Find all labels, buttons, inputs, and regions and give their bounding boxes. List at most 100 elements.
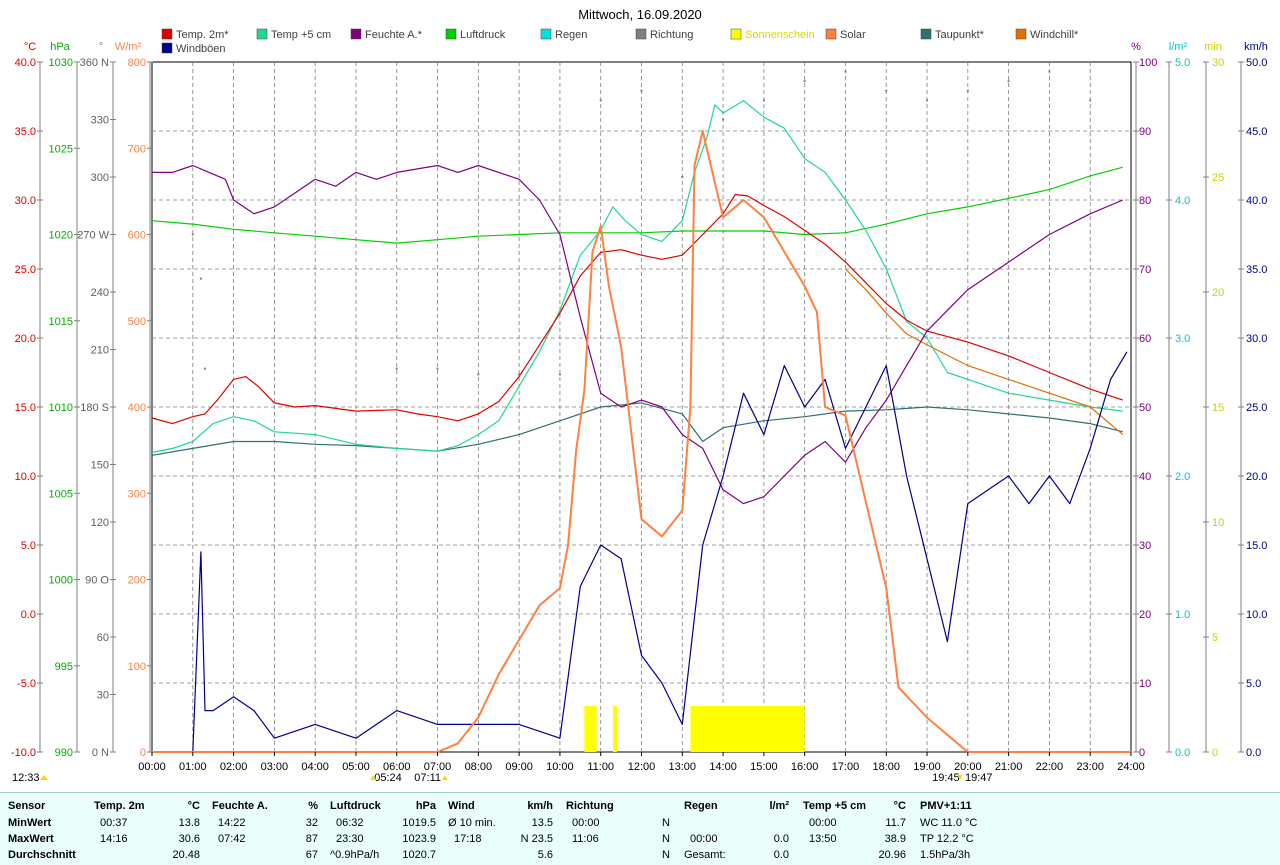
stats-value: N (662, 849, 670, 861)
stats-label: Gesamt: (684, 849, 726, 861)
axis-tick-label: -10.0 (11, 747, 36, 759)
axis-tick-label: 0 (1212, 747, 1218, 759)
stats-value: 1023.9 (402, 833, 436, 845)
axis-tick-label: 150 (91, 460, 109, 472)
axis-tick-label: 30.0 (15, 195, 36, 207)
stats-value: 38.9 (884, 833, 906, 845)
axis-direction: 360 N 330 300 270 W 240 210 180 S 150 120 90 O 60 3… (77, 57, 116, 759)
axis-tick-label: 20 (1139, 609, 1151, 621)
axis-tick-label: 995 (55, 661, 73, 673)
legend-swatch (540, 28, 552, 40)
stats-time: Ø 10 min. (448, 817, 496, 829)
legend-label: Luftdruck (460, 29, 506, 41)
series-solar-line (152, 130, 1131, 753)
axis-tick-label: 360 N (80, 57, 109, 69)
stats-time: 00:00 (572, 817, 600, 829)
stats-regen: Regen l/m² 00:00 0.0 Gesamt: 0.0 (684, 793, 789, 865)
time-tick-label: 09:00 (505, 761, 533, 773)
stats-unit: °C (187, 800, 200, 812)
axis-tick-label: 30 (1139, 540, 1151, 552)
axis-tick-label: 4.0 (1175, 195, 1190, 207)
axis-tick-label: 1020 (49, 230, 73, 242)
axis-tick-label: 300 (128, 488, 146, 500)
axis-tick-label: 700 (128, 143, 146, 155)
axis-unit-temp: °C (24, 41, 36, 53)
time-tick-label: 20:00 (954, 761, 982, 773)
legend-item: Temp. 2m* (161, 28, 229, 41)
chart-legend: Temp. 2m* Temp +5 cm Feuchte A.* Luftdruck R… (161, 28, 1079, 55)
axis-tick-label: 120 (91, 517, 109, 529)
stats-time: 00:37 (100, 817, 128, 829)
time-tick-label: 04:00 (301, 761, 329, 773)
stats-header: Regen (684, 800, 718, 812)
stats-value: 67 (305, 849, 318, 861)
axis-tick-label: 20 (1212, 287, 1224, 299)
stats-time: 14:16 (100, 833, 128, 845)
stats-unit: % (308, 800, 318, 812)
stats-time: 11:06 (572, 833, 599, 845)
axis-tick-label: 40 (1139, 471, 1151, 483)
axis-unit-wind: km/h (1244, 41, 1268, 53)
weather-chart: Mittwoch, 16.09.2020 Temp. 2m* Temp +5 cm… (11, 7, 1268, 784)
legend-item: Richtung (635, 28, 693, 41)
axis-tick-label: 1010 (49, 402, 73, 414)
legend-swatch (445, 28, 457, 40)
stats-unit: l/m² (769, 800, 789, 812)
time-tick-label: 10:00 (546, 761, 574, 773)
axis-tick-label: 400 (128, 402, 146, 414)
axis-tick-label: 270 W (77, 230, 109, 242)
direction-point (1007, 80, 1010, 83)
axis-tick-label: 10 (1139, 678, 1151, 690)
legend-item: Taupunkt* (920, 28, 985, 41)
stats-value: N (662, 817, 670, 829)
axis-tick-label: 200 (128, 575, 146, 587)
stats-value: 20.96 (878, 849, 906, 861)
axis-tick-label: 990 (55, 747, 73, 759)
axis-tick-label: 0.0 (1175, 747, 1190, 759)
axis-units: °C hPa ° W/m²% l/m² min km/h (24, 41, 1268, 53)
axis-unit-humidity: % (1131, 41, 1141, 53)
legend-item: Temp +5 cm (256, 28, 331, 41)
series-luftdruck-line (151, 166, 1123, 244)
series-taupunkt (151, 402, 1123, 456)
stats-time: 00:00 (690, 833, 718, 845)
axis-tick-label: 240 (91, 287, 109, 299)
legend-label: Windchill* (1030, 29, 1079, 41)
stats-feuchte: Feuchte A. % 14:22 32 07:42 87 67 (212, 793, 318, 865)
axis-rain: 5.0 4.0 3.0 2.0 1.0 0.0 (1166, 57, 1190, 759)
legend-label: Temp +5 cm (271, 29, 331, 41)
legend-item: Luftdruck (445, 28, 506, 41)
direction-point (1048, 70, 1051, 73)
direction-point (518, 373, 521, 376)
time-tick-label: 08:00 (465, 761, 493, 773)
axis-tick-label: 5.0 (1246, 678, 1261, 690)
legend-label: Sonnenschein (745, 29, 815, 41)
axis-tick-label: 35.0 (15, 126, 36, 138)
axis-tick-label: 60 (1139, 333, 1151, 345)
legend-swatch (1015, 28, 1027, 40)
axis-tick-label: 10.0 (15, 471, 36, 483)
stats-value: 13.8 (178, 817, 200, 829)
axis-tick-label: 1015 (49, 316, 73, 328)
axis-tick-label: 15.0 (15, 402, 36, 414)
series-windb-en (152, 351, 1128, 753)
axis-tick-label: 0.0 (1246, 747, 1261, 759)
axis-tick-label: 10.0 (1246, 609, 1267, 621)
axis-unit-pressure: hPa (50, 41, 70, 53)
time-tick-label: 24:00 (1117, 761, 1145, 773)
legend-label: Richtung (650, 29, 693, 41)
sunset-icon (956, 775, 963, 780)
direction-point (640, 89, 643, 92)
axis-tick-label: 0 (140, 747, 146, 759)
axis-unit-rain: l/m² (1169, 41, 1188, 53)
stats-unit: hPa (415, 800, 436, 812)
stats-value: 87 (305, 833, 318, 845)
stats-temp5cm: Temp +5 cm °C 00:00 11.7 13:50 38.9 20.9… (803, 793, 906, 865)
stats-pmv: PMV+1:11 WC 11.0 °C TP 12.2 °C 1.5hPa/3h (920, 793, 1040, 865)
series-luftdruck (151, 166, 1123, 244)
series-sonnenschein (584, 706, 805, 752)
legend-label: Temp. 2m* (176, 29, 229, 41)
axis-tick-label: 30 (1212, 57, 1224, 69)
legend-swatch (350, 28, 362, 40)
